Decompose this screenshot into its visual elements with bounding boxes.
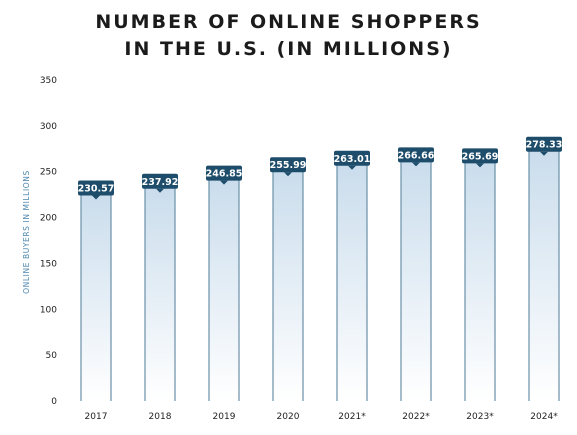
value-label-pointer [284,172,292,177]
bars: 230.57 237.92 246.85 255.99 263.01 266.66 265.… [78,136,563,401]
value-label: 246.85 [206,169,243,180]
value-label-pointer [92,195,100,200]
value-label: 263.01 [334,154,371,165]
x-category-label: 2021* [338,412,366,422]
bar-2020 [273,166,303,401]
value-label: 278.33 [526,140,563,151]
value-label: 230.57 [78,184,115,195]
value-label-badge [78,180,114,196]
value-label-badge [526,136,562,152]
value-label: 237.92 [142,177,179,188]
value-label-badge [142,173,178,189]
value-label-pointer [540,151,548,156]
value-label-pointer [412,162,420,167]
value-label-pointer [476,163,484,168]
chart-title-line-1: NUMBER OF ONLINE SHOPPERS [95,11,482,33]
bar-2019 [209,174,239,401]
value-label: 266.66 [398,150,435,161]
y-tick-label: 150 [40,259,57,269]
value-label-badge [462,148,498,164]
y-tick-label: 0 [51,397,57,407]
x-category-label: 2022* [402,412,430,422]
x-category-label: 2023* [466,412,494,422]
x-category-label: 2019 [213,412,236,422]
bar-2021* [337,159,367,401]
x-category-label: 2018 [149,412,172,422]
bar-2023* [465,157,495,401]
x-category-label: 2024* [530,412,558,422]
value-label-badge [270,157,306,173]
y-tick-label: 300 [40,122,57,132]
value-label: 255.99 [270,160,307,171]
y-tick-label: 200 [40,214,57,224]
bar-2024* [529,145,559,401]
value-label-badge [206,165,242,181]
x-axis: 2017 2018 2019 2020 2021* 2022* 2023* 2024* [85,412,559,422]
y-axis: 0 50 100 150 200 250 300 350 [40,76,57,407]
y-tick-label: 250 [40,168,57,178]
value-label-badge [334,150,370,166]
y-axis-label: ONLINE BUYERS IN MILLIONS [22,170,31,294]
bar-2018 [145,182,175,401]
x-category-label: 2020 [277,412,300,422]
chart-title: NUMBER OF ONLINE SHOPPERS IN THE U.S. (I… [0,9,577,63]
value-label-badge [398,147,434,163]
y-tick-label: 100 [40,305,57,315]
value-label-pointer [156,188,164,193]
x-category-label: 2017 [85,412,108,422]
bar-2017 [81,189,111,401]
value-label-pointer [220,180,228,185]
y-tick-label: 350 [40,76,57,86]
chart-title-line-2: IN THE U.S. (IN MILLIONS) [124,38,453,60]
value-label-pointer [348,165,356,170]
bar-2022* [401,156,431,401]
y-tick-label: 50 [46,351,58,361]
value-label: 265.69 [462,151,499,162]
